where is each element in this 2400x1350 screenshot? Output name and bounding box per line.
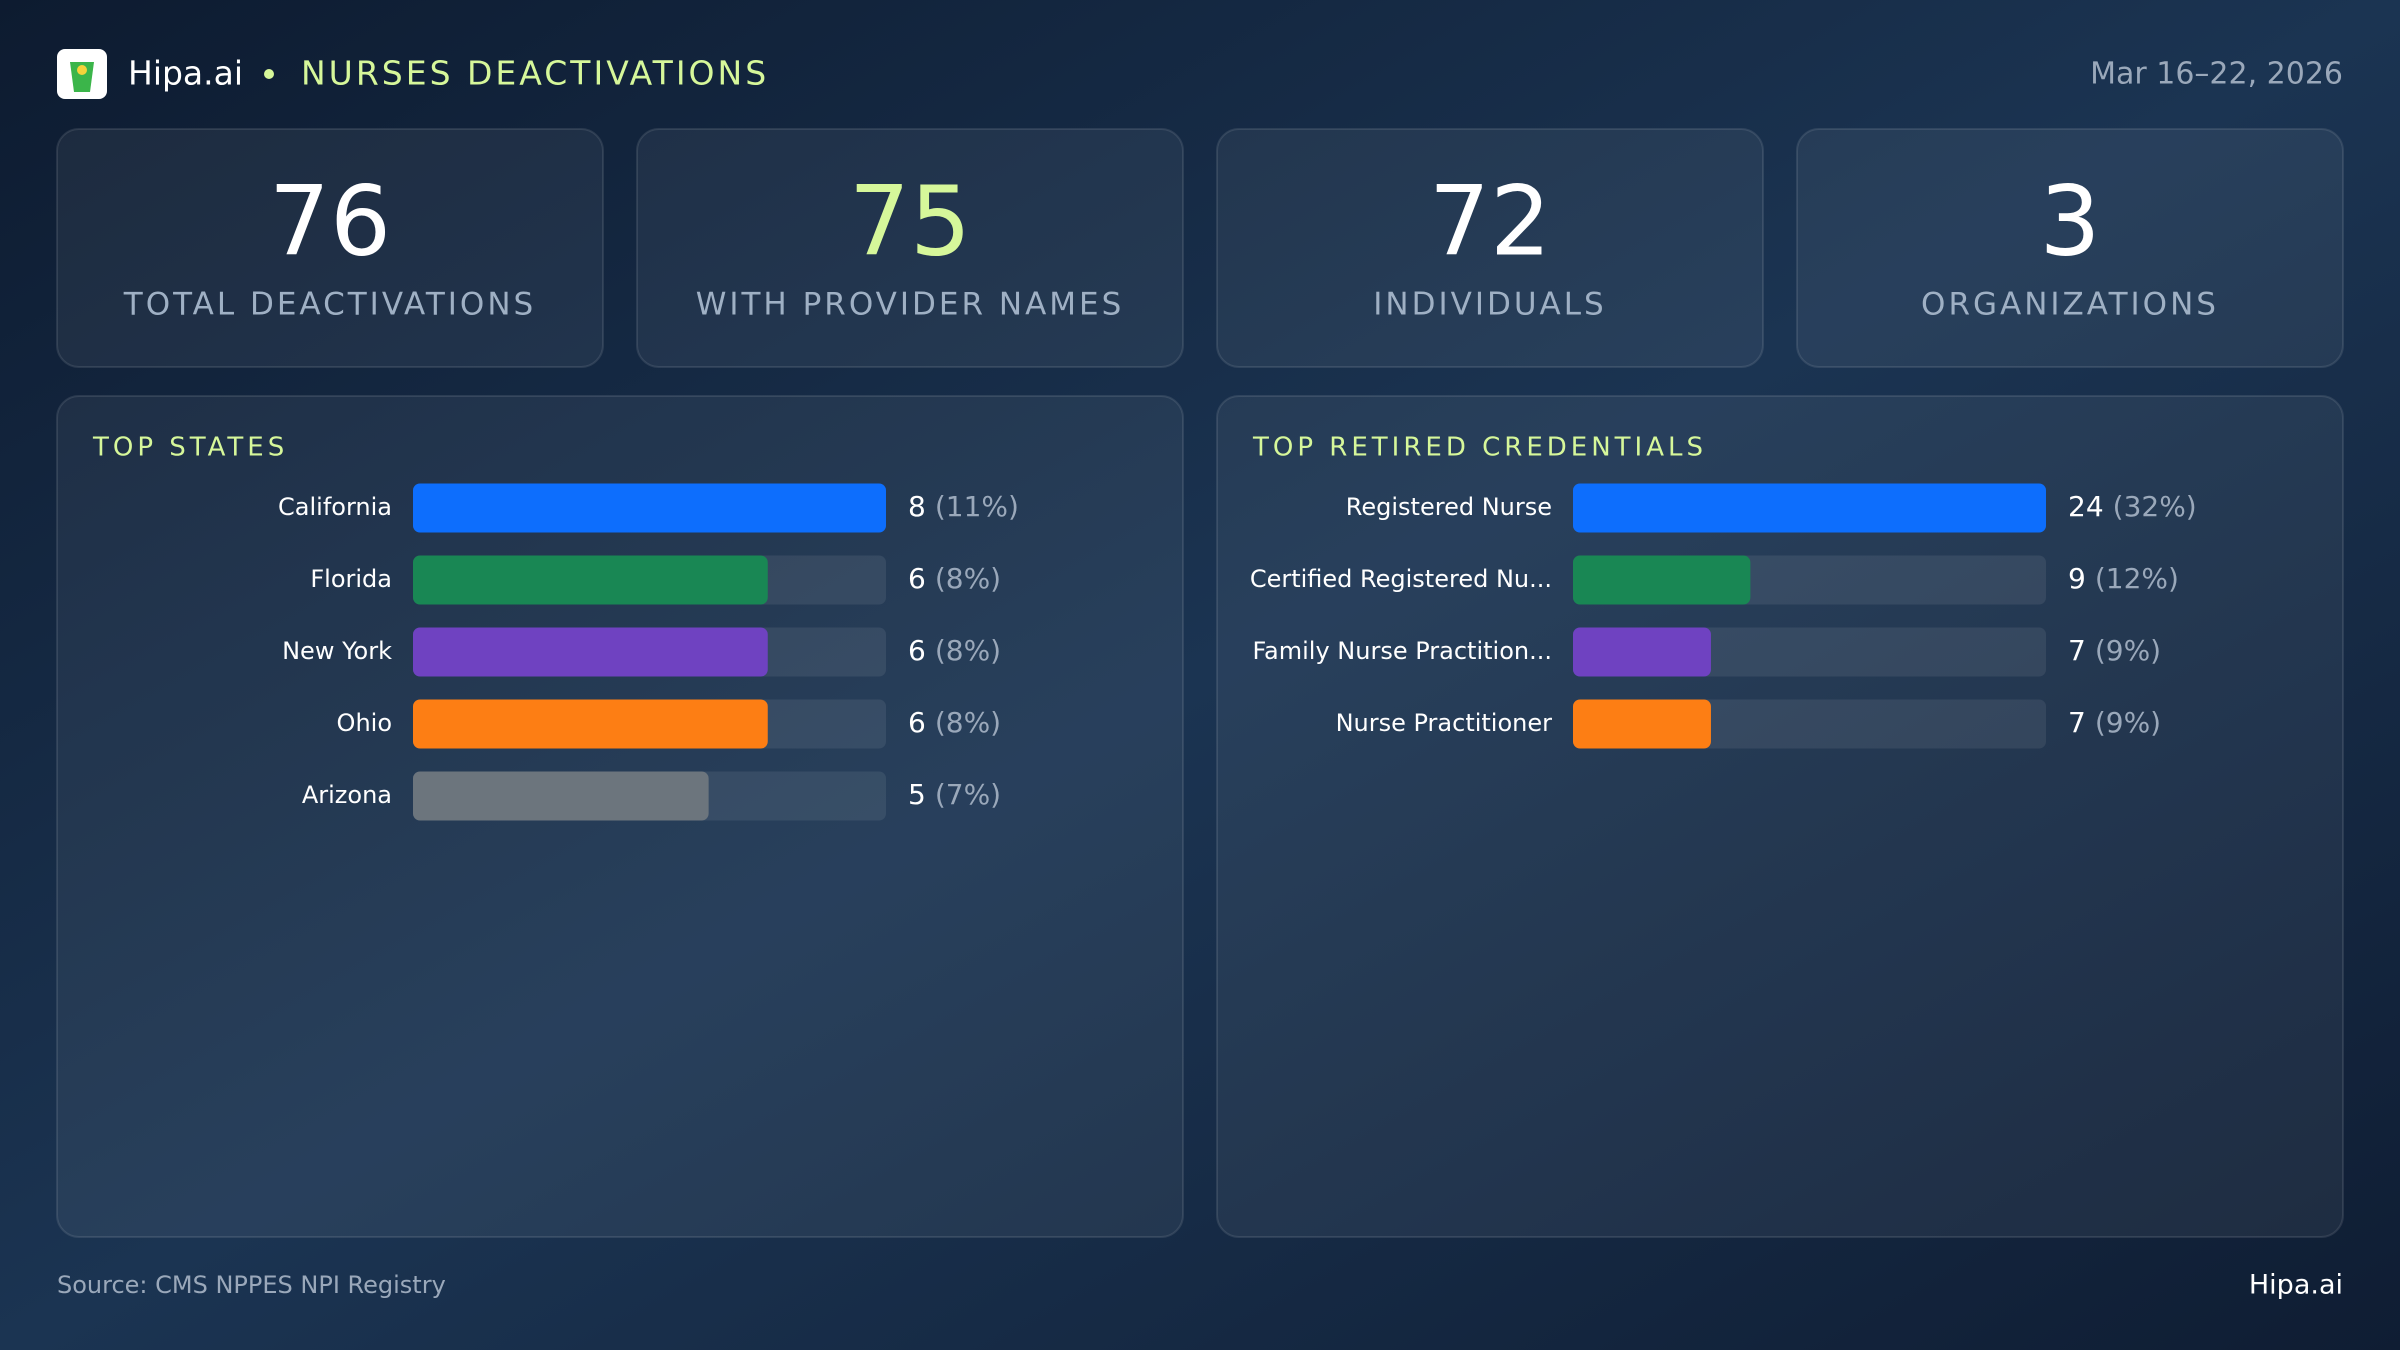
- chart-title: TOP RETIRED CREDENTIALS: [1252, 433, 1707, 463]
- category-label: Family Nurse Practition...: [1252, 637, 1552, 665]
- share: (8%): [935, 562, 1001, 595]
- source: Source: CMS NPPES NPI Registry: [57, 1271, 446, 1299]
- kpi-label: TOTAL DEACTIVATIONS: [123, 287, 536, 323]
- value: 7: [2068, 634, 2086, 667]
- category-label: New York: [282, 637, 392, 665]
- value-label: 8 (11%): [908, 490, 1019, 523]
- value: 6: [908, 562, 926, 595]
- value: 7: [2068, 706, 2086, 739]
- value-label: 6 (8%): [908, 706, 1001, 739]
- footer-brand: Hipa.ai: [2249, 1270, 2343, 1301]
- share: (8%): [935, 706, 1001, 739]
- kpi-value: 72: [1429, 165, 1551, 277]
- value: 6: [908, 706, 926, 739]
- value-label: 24 (32%): [2068, 490, 2197, 523]
- kpi-label: INDIVIDUALS: [1373, 287, 1606, 323]
- value-label: 7 (9%): [2068, 706, 2161, 739]
- category-label: Nurse Practitioner: [1336, 709, 1553, 737]
- category-label: Ohio: [337, 709, 392, 737]
- kpi-card: [1796, 128, 2344, 368]
- kpi-value: 76: [269, 165, 391, 277]
- chart-title: TOP STATES: [92, 433, 288, 463]
- bar: [1573, 699, 1711, 749]
- category-label: Registered Nurse: [1346, 493, 1552, 521]
- kpi-value: 3: [2039, 165, 2100, 277]
- bar: [1573, 483, 2046, 533]
- date-range: Mar 16–22, 2026: [2090, 57, 2343, 92]
- value: 9: [2068, 562, 2086, 595]
- bar: [1573, 555, 1751, 605]
- logo-dot: [77, 65, 87, 75]
- kpi-label: ORGANIZATIONS: [1921, 287, 2219, 323]
- share: (9%): [2095, 706, 2161, 739]
- share: (7%): [935, 778, 1001, 811]
- brand: Hipa.ai: [128, 54, 243, 93]
- kpi-card: [1216, 128, 1764, 368]
- bar: [413, 627, 768, 677]
- bar: [413, 699, 768, 749]
- value-label: 5 (7%): [908, 778, 1001, 811]
- category-label: Florida: [310, 565, 392, 593]
- logo-cup: [70, 62, 94, 92]
- value-label: 9 (12%): [2068, 562, 2179, 595]
- value-label: 6 (8%): [908, 562, 1001, 595]
- share: (12%): [2095, 562, 2179, 595]
- kpi-card: [636, 128, 1184, 368]
- bar: [413, 771, 709, 821]
- category-label: California: [278, 493, 392, 521]
- kpi-value: 75: [849, 165, 971, 277]
- value: 24: [2068, 490, 2104, 523]
- share: (11%): [935, 490, 1019, 523]
- value: 6: [908, 634, 926, 667]
- bar: [413, 555, 768, 605]
- share: (32%): [2113, 490, 2197, 523]
- share: (9%): [2095, 634, 2161, 667]
- category-label: Arizona: [302, 781, 392, 809]
- logo: [57, 49, 107, 99]
- category-label: Certified Registered Nu...: [1250, 565, 1552, 593]
- bar: [1573, 627, 1711, 677]
- kpi-label: WITH PROVIDER NAMES: [696, 287, 1125, 323]
- value-label: 7 (9%): [2068, 634, 2161, 667]
- separator: [264, 69, 274, 79]
- page-title: NURSES DEACTIVATIONS: [301, 54, 769, 93]
- value: 8: [908, 490, 926, 523]
- share: (8%): [935, 634, 1001, 667]
- value-label: 6 (8%): [908, 634, 1001, 667]
- value: 5: [908, 778, 926, 811]
- chart-panel: [1216, 395, 2344, 1238]
- bar: [413, 483, 886, 533]
- kpi-card: [56, 128, 604, 368]
